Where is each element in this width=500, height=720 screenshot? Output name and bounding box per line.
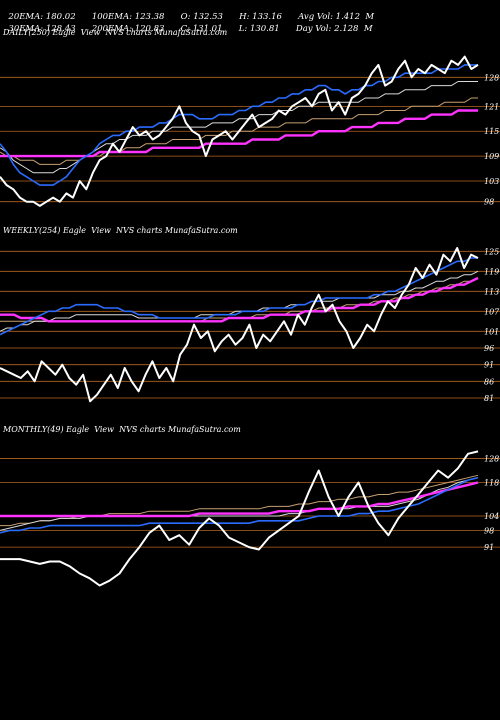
weekly-chart: 125 119 113 107 101 96 91 86 81 bbox=[0, 247, 500, 403]
header-row-2: 30EMA: 128.43 200EMA: 120.83 C: 131.01 L… bbox=[3, 14, 373, 34]
stat-low: L: 130.81 bbox=[238, 24, 280, 34]
stat-close: C: 131.01 bbox=[180, 24, 223, 34]
monthly-tick-label-1: 118 bbox=[484, 478, 499, 487]
stat-high: H: 133.16 bbox=[239, 12, 282, 22]
weekly-tick-label-3: 107 bbox=[484, 307, 500, 316]
weekly-series-ema-magenta bbox=[0, 276, 479, 323]
daily-chart: 128 121 115 109 103 98 bbox=[0, 55, 500, 207]
monthly-tick-label-3: 98 bbox=[484, 526, 494, 535]
weekly-tick-label-0: 125 bbox=[484, 247, 499, 256]
weekly-tick-label-4: 101 bbox=[484, 327, 499, 336]
monthly-tick-label-2: 104 bbox=[484, 512, 499, 521]
monthly-chart: 12811810498918 bbox=[0, 450, 500, 587]
stat-30ema: 30EMA: 128.43 bbox=[8, 24, 76, 34]
monthly-tick-label-4: 91 bbox=[484, 543, 494, 552]
daily-tick-label-3: 109 bbox=[484, 152, 499, 161]
stat-avg-vol: Avg Vol: 1.412 M bbox=[298, 12, 375, 22]
daily-series-price bbox=[0, 55, 479, 207]
monthly-tick-label-0: 128 bbox=[484, 455, 499, 464]
weekly-series-ema-tan bbox=[0, 277, 479, 322]
daily-tick-label-0: 128 bbox=[484, 73, 499, 82]
daily-series-ema-magenta bbox=[0, 109, 478, 158]
weekly-series-ema-blue bbox=[0, 257, 478, 336]
daily-tick-label-2: 115 bbox=[484, 127, 499, 136]
monthly-series-price bbox=[0, 450, 479, 587]
weekly-tick-label-5: 96 bbox=[484, 344, 494, 353]
stat-open: O: 132.53 bbox=[180, 12, 223, 22]
monthly-series-ema-white bbox=[0, 477, 479, 531]
header-row-1: 20EMA: 180.02 100EMA: 123.38 O: 132.53 H… bbox=[3, 2, 374, 22]
weekly-panel-label: WEEKLY(254) Eagle View NVS charts Munafa… bbox=[3, 226, 238, 235]
weekly-tick-label-1: 119 bbox=[484, 267, 499, 276]
daily-series-ema-blue bbox=[0, 64, 478, 186]
weekly-tick-label-2: 113 bbox=[484, 287, 499, 296]
stat-day-vol: Day Vol: 2.128 M bbox=[295, 24, 373, 34]
monthly-panel-label: MONTHLY(49) Eagle View NVS charts Munafa… bbox=[3, 425, 241, 434]
stat-200ema: 200EMA: 120.83 bbox=[91, 24, 165, 34]
daily-panel-label: DAILY(250) Eagle View NVS charts MunafaS… bbox=[3, 28, 228, 37]
daily-tick-label-1: 121 bbox=[484, 102, 499, 111]
weekly-series-ema-white bbox=[0, 270, 479, 332]
weekly-tick-label-6: 91 bbox=[484, 361, 494, 370]
daily-series-ema-white bbox=[0, 81, 478, 174]
monthly-series-ema-magenta bbox=[0, 481, 479, 518]
daily-tick-label-5: 98 bbox=[484, 198, 494, 207]
weekly-tick-label-8: 81 bbox=[484, 394, 494, 403]
stat-20ema: 20EMA: 180.02 bbox=[8, 12, 76, 22]
weekly-series-price bbox=[0, 247, 479, 403]
monthly-series-ema-blue bbox=[0, 476, 479, 534]
daily-tick-label-4: 103 bbox=[484, 177, 499, 186]
weekly-tick-label-7: 86 bbox=[484, 377, 494, 386]
stat-100ema: 100EMA: 123.38 bbox=[91, 12, 165, 22]
